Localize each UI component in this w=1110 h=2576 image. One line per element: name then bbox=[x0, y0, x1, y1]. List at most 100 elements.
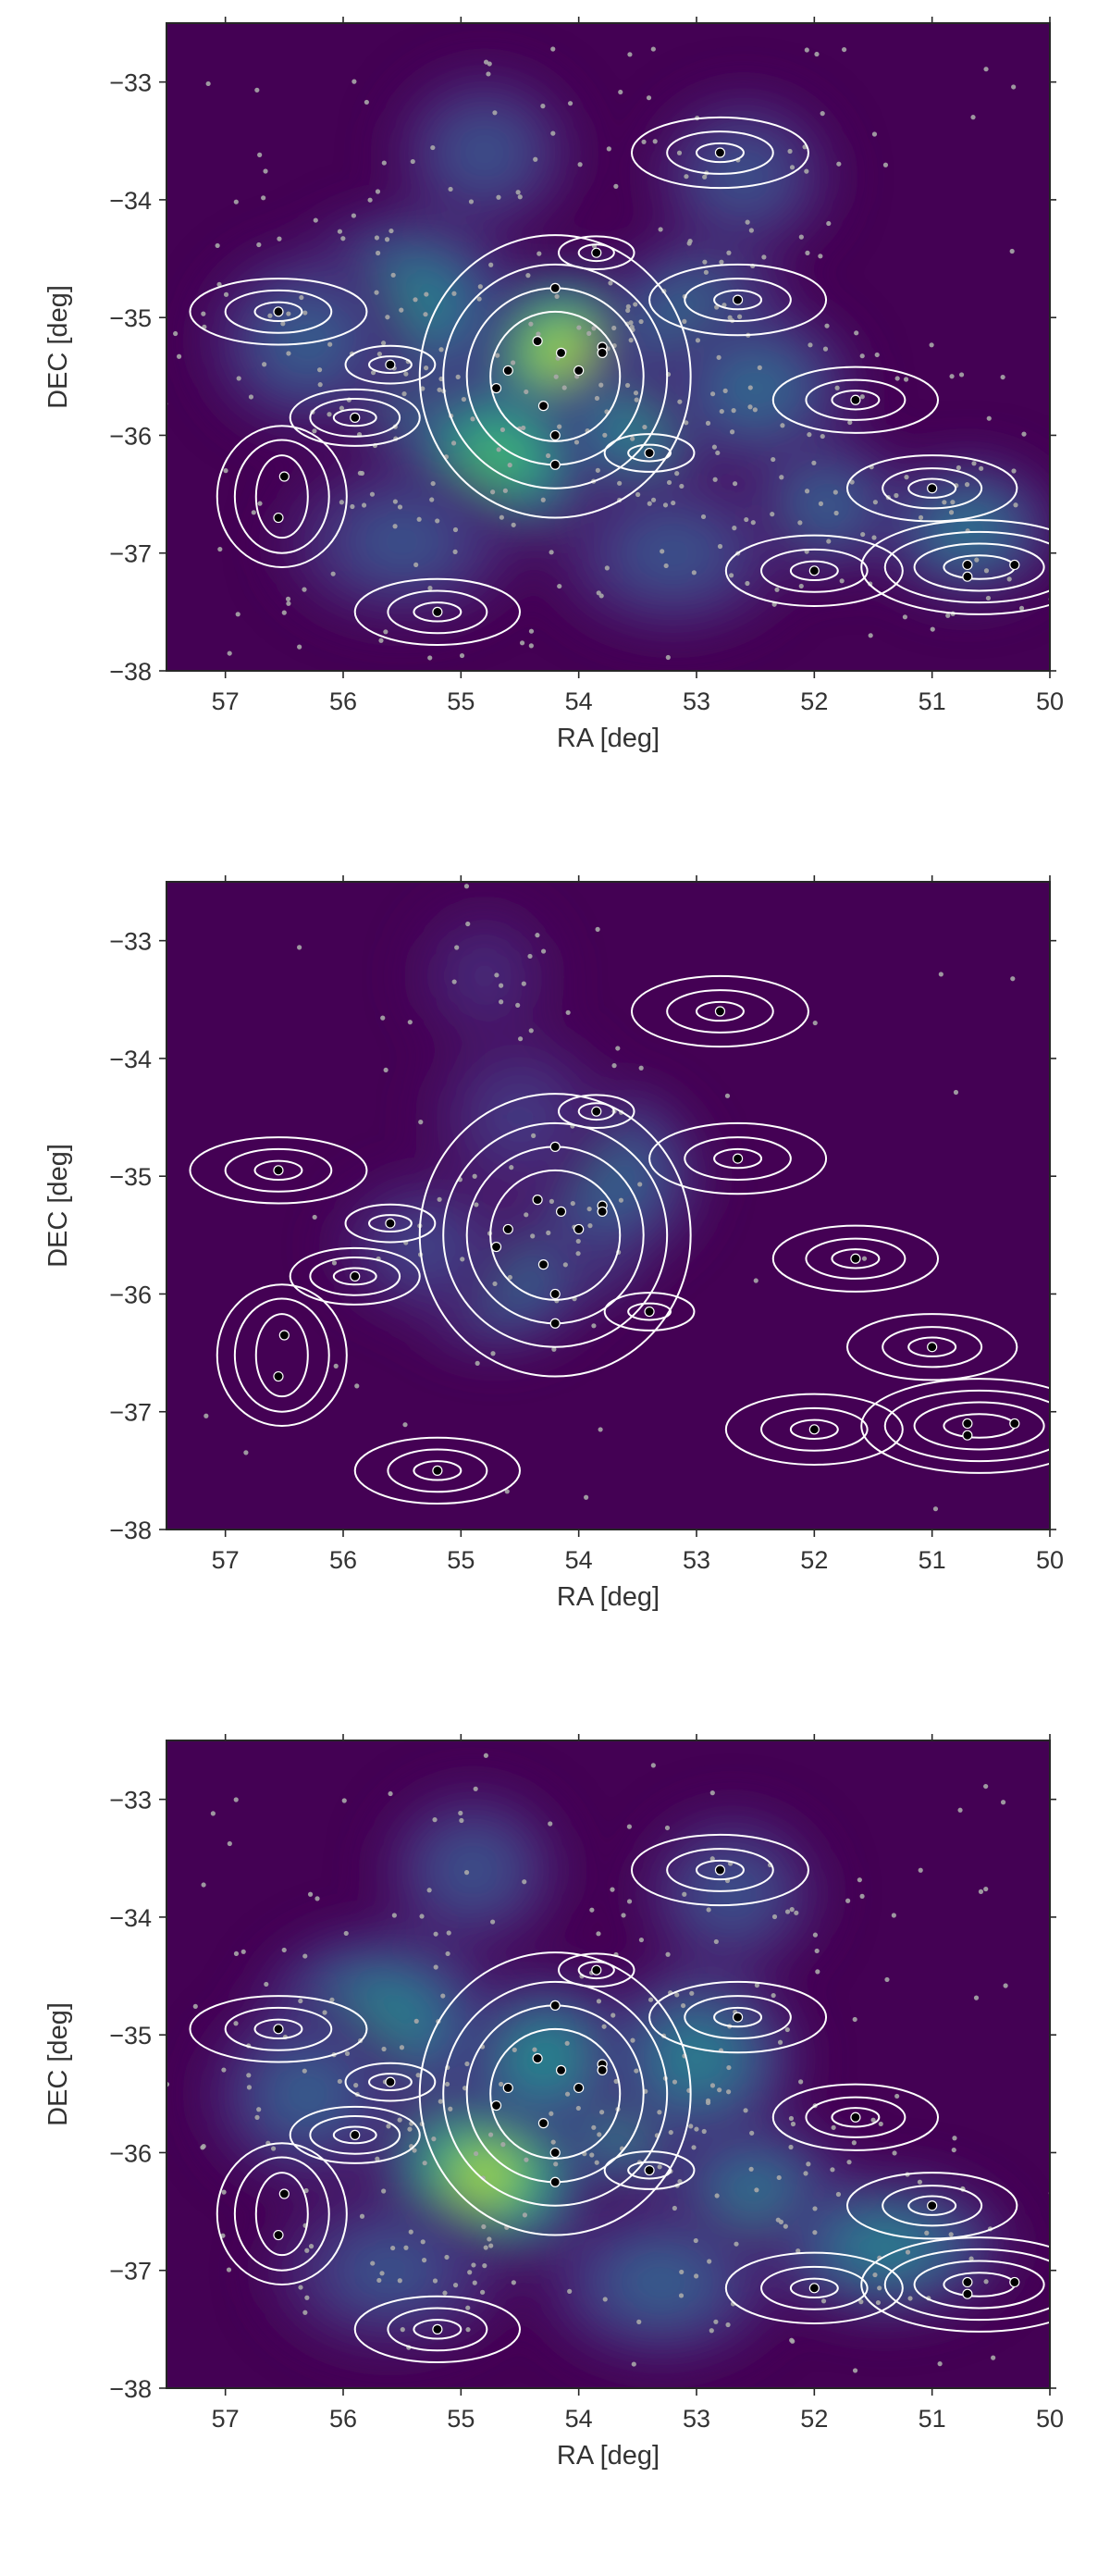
background-point bbox=[878, 2121, 883, 2127]
contour-line bbox=[913, 1401, 1045, 1451]
background-point bbox=[561, 385, 567, 390]
x-tick-label: 55 bbox=[447, 2405, 475, 2433]
background-point bbox=[719, 259, 724, 265]
background-point bbox=[483, 2245, 488, 2250]
background-point bbox=[768, 1721, 772, 1726]
contour-group bbox=[724, 534, 904, 607]
background-point bbox=[465, 2305, 471, 2310]
background-point bbox=[507, 463, 512, 468]
background-point bbox=[625, 307, 631, 314]
source-point bbox=[537, 1259, 549, 1270]
background-point bbox=[634, 397, 639, 402]
contour-line bbox=[883, 1389, 1050, 1463]
contour-line bbox=[368, 1214, 413, 1233]
background-point bbox=[820, 2298, 827, 2304]
background-point bbox=[438, 2099, 443, 2104]
background-point bbox=[375, 250, 381, 256]
background-point bbox=[173, 330, 179, 337]
background-point bbox=[353, 2083, 359, 2088]
source-point bbox=[644, 447, 655, 459]
background-point bbox=[949, 374, 955, 379]
background-point bbox=[682, 318, 687, 324]
background-point bbox=[803, 2171, 808, 2176]
source-point bbox=[385, 359, 396, 370]
background-point bbox=[784, 2026, 790, 2033]
contour-line bbox=[883, 2248, 1050, 2322]
background-point bbox=[724, 1093, 731, 1098]
contour-group bbox=[353, 1436, 521, 1505]
background-point bbox=[796, 2248, 801, 2254]
background-point bbox=[297, 945, 302, 950]
background-point bbox=[594, 395, 600, 402]
background-point bbox=[527, 953, 533, 960]
source-point bbox=[808, 565, 820, 576]
background-point bbox=[599, 2110, 605, 2115]
x-tick-label: 52 bbox=[800, 687, 828, 715]
contour-line bbox=[805, 2096, 906, 2138]
contour-group bbox=[648, 263, 828, 337]
background-point bbox=[397, 2117, 402, 2123]
x-tick-label: 56 bbox=[329, 687, 357, 715]
background-point bbox=[481, 2223, 487, 2230]
contour-line bbox=[344, 2062, 437, 2102]
background-point bbox=[384, 237, 390, 242]
background-point bbox=[709, 2083, 716, 2088]
background-point bbox=[522, 2212, 528, 2218]
contour-line bbox=[760, 2265, 869, 2310]
background-point bbox=[351, 213, 356, 218]
background-point bbox=[918, 1867, 923, 1873]
background-point bbox=[528, 643, 534, 649]
background-point bbox=[427, 585, 433, 591]
background-point bbox=[509, 1165, 514, 1170]
background-point bbox=[575, 1238, 581, 1245]
background-point bbox=[790, 2121, 796, 2127]
background-point bbox=[929, 342, 934, 348]
contour-line bbox=[387, 1448, 488, 1493]
contour-line bbox=[253, 1159, 303, 1181]
source-point bbox=[732, 2012, 744, 2023]
background-point bbox=[859, 1893, 865, 1899]
background-point bbox=[633, 302, 638, 307]
contour-group bbox=[189, 278, 368, 346]
background-point bbox=[454, 945, 460, 950]
background-point bbox=[302, 2068, 307, 2074]
background-point bbox=[917, 2179, 923, 2185]
contour-line bbox=[603, 433, 696, 473]
background-point bbox=[297, 644, 302, 650]
background-point bbox=[665, 1951, 671, 1957]
contour-line bbox=[254, 2172, 309, 2257]
background-point bbox=[1010, 976, 1016, 982]
background-point bbox=[882, 162, 889, 167]
background-point bbox=[1018, 605, 1025, 611]
contour-line bbox=[907, 1336, 957, 1357]
background-point bbox=[617, 480, 623, 486]
background-point bbox=[477, 284, 483, 290]
background-point bbox=[419, 1913, 425, 1919]
source-point bbox=[549, 2176, 561, 2187]
background-point bbox=[361, 502, 367, 508]
background-point bbox=[432, 1817, 438, 1823]
background-point bbox=[757, 365, 762, 370]
background-point bbox=[502, 488, 508, 493]
background-point bbox=[407, 2126, 413, 2132]
background-point bbox=[665, 654, 671, 661]
background-point bbox=[713, 2319, 719, 2324]
source-point bbox=[962, 1430, 973, 1441]
background-point bbox=[312, 428, 317, 434]
background-point bbox=[546, 1230, 551, 1235]
y-tick-label: −35 bbox=[109, 2022, 152, 2050]
contour-group bbox=[845, 1313, 1018, 1381]
source-point bbox=[537, 401, 549, 412]
contour-line bbox=[253, 301, 303, 322]
background-point bbox=[379, 2271, 385, 2276]
background-point bbox=[471, 2262, 476, 2268]
background-point bbox=[223, 468, 228, 474]
background-point bbox=[849, 479, 855, 485]
contour-group bbox=[845, 2172, 1018, 2240]
background-point bbox=[872, 500, 878, 505]
background-point bbox=[524, 1212, 529, 1218]
background-point bbox=[648, 1997, 654, 2002]
background-point bbox=[854, 330, 859, 336]
background-point bbox=[302, 310, 308, 316]
background-point bbox=[595, 926, 600, 932]
